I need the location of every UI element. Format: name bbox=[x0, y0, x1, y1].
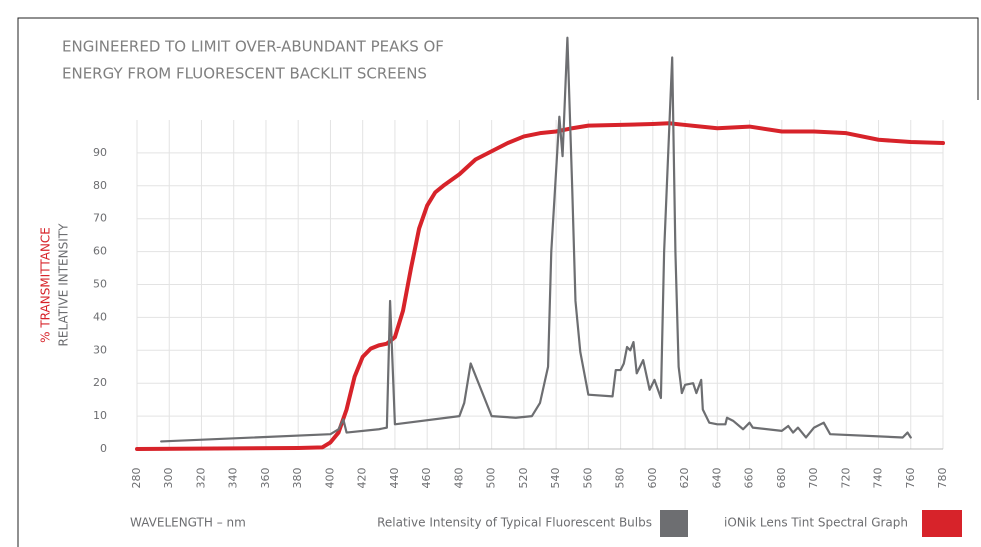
x-tick-label: 460 bbox=[420, 468, 433, 489]
x-tick-label: 780 bbox=[936, 468, 949, 489]
x-tick-label: 740 bbox=[872, 468, 885, 489]
x-tick-label: 700 bbox=[807, 468, 820, 489]
x-tick-label: 560 bbox=[581, 468, 594, 489]
y-tick-label: 90 bbox=[93, 146, 107, 159]
x-axis-label: WAVELENGTH – nm bbox=[130, 516, 246, 530]
y-tick-label: 30 bbox=[93, 343, 107, 356]
y-tick-label: 70 bbox=[93, 212, 107, 225]
x-tick-label: 480 bbox=[452, 468, 465, 489]
x-tick-label: 400 bbox=[323, 468, 336, 489]
x-tick-label: 440 bbox=[388, 468, 401, 489]
y-tick-label: 20 bbox=[93, 376, 107, 389]
x-tick-label: 320 bbox=[194, 468, 207, 489]
x-tick-label: 520 bbox=[517, 468, 530, 489]
x-tick-label: 280 bbox=[130, 468, 143, 489]
x-tick-label: 660 bbox=[743, 468, 756, 489]
series-line bbox=[135, 121, 945, 451]
legend-label: iONik Lens Tint Spectral Graph bbox=[724, 516, 908, 530]
x-tick-label: 500 bbox=[485, 468, 498, 489]
legend-swatch bbox=[660, 510, 688, 537]
x-tick-label: 580 bbox=[614, 468, 627, 489]
frame bbox=[17, 17, 979, 547]
chart-title: ENERGY FROM FLUORESCENT BACKLIT SCREENS bbox=[62, 65, 427, 83]
x-tick-label: 300 bbox=[162, 468, 175, 489]
x-tick-label: 340 bbox=[227, 468, 240, 489]
legend-label: Relative Intensity of Typical Fluorescen… bbox=[377, 516, 652, 530]
series-line bbox=[160, 36, 912, 443]
x-tick-label: 760 bbox=[904, 468, 917, 489]
x-tick-label: 640 bbox=[710, 468, 723, 489]
legend-swatch bbox=[922, 510, 962, 537]
x-tick-label: 540 bbox=[549, 468, 562, 489]
x-tick-label: 720 bbox=[839, 468, 852, 489]
y-tick-label: 0 bbox=[100, 442, 107, 455]
x-tick-label: 360 bbox=[259, 468, 272, 489]
x-tick-label: 420 bbox=[356, 468, 369, 489]
y-axis-label-secondary: % TRANSMITTANCE bbox=[39, 227, 53, 343]
x-tick-label: 620 bbox=[678, 468, 691, 489]
y-tick-label: 10 bbox=[93, 409, 107, 422]
y-tick-label: 40 bbox=[93, 310, 107, 323]
y-tick-label: 60 bbox=[93, 245, 107, 258]
x-tick-label: 380 bbox=[291, 468, 304, 489]
y-tick-label: 50 bbox=[93, 278, 107, 291]
x-tick-label: 600 bbox=[646, 468, 659, 489]
y-tick-label: 80 bbox=[93, 179, 107, 192]
x-tick-label: 680 bbox=[775, 468, 788, 489]
chart-title: ENGINEERED TO LIMIT OVER-ABUNDANT PEAKS … bbox=[62, 38, 444, 56]
y-axis-label: RELATIVE INTENSITY bbox=[57, 223, 71, 347]
